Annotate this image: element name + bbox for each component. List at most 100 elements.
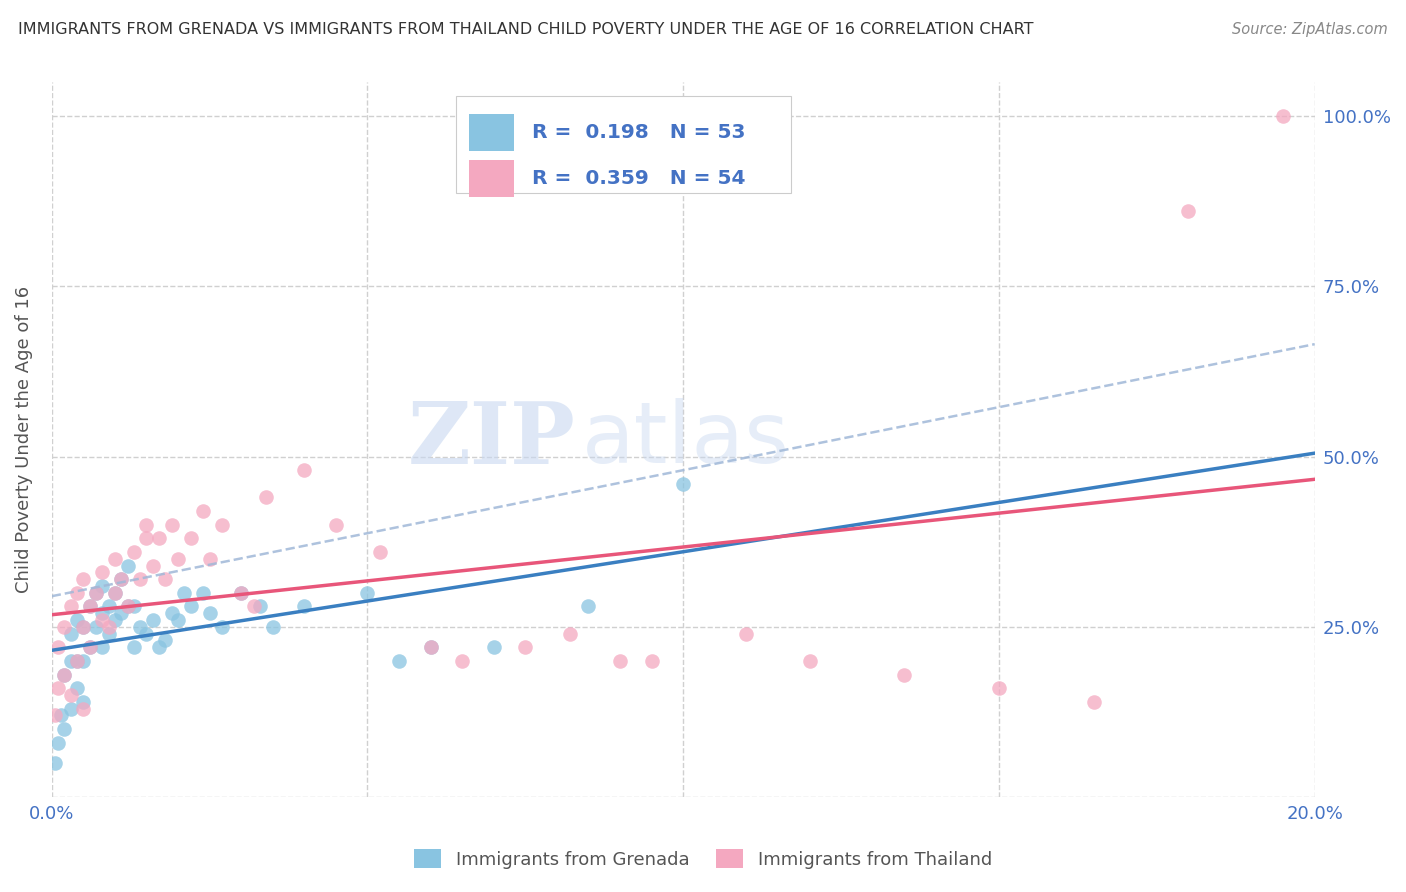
Point — [53, 620, 76, 634]
Point — [59, 688, 82, 702]
Point — [211, 517, 233, 532]
Point — [180, 531, 202, 545]
Point — [193, 586, 215, 600]
Point — [155, 633, 177, 648]
Point — [84, 620, 107, 634]
Point — [160, 517, 183, 532]
Point — [135, 517, 157, 532]
Point — [97, 626, 120, 640]
Point — [142, 558, 165, 573]
Point — [59, 654, 82, 668]
Point — [66, 613, 89, 627]
Point — [356, 586, 378, 600]
Point — [135, 531, 157, 545]
Point — [72, 572, 94, 586]
Point — [578, 599, 600, 614]
Point — [122, 599, 145, 614]
FancyBboxPatch shape — [468, 114, 515, 152]
Point — [72, 620, 94, 634]
Point — [53, 667, 76, 681]
Point — [893, 667, 915, 681]
Point — [167, 613, 190, 627]
Point — [180, 599, 202, 614]
Point — [388, 654, 411, 668]
Point — [672, 476, 695, 491]
Point — [419, 640, 441, 655]
Point — [292, 599, 315, 614]
Text: atlas: atlas — [582, 398, 790, 481]
Point — [1177, 204, 1199, 219]
Point — [66, 654, 89, 668]
Point — [451, 654, 474, 668]
Point — [59, 599, 82, 614]
Point — [91, 640, 114, 655]
Point — [66, 654, 89, 668]
Point — [72, 620, 94, 634]
Point — [325, 517, 347, 532]
Point — [66, 681, 89, 695]
Point — [122, 640, 145, 655]
Point — [79, 640, 101, 655]
Y-axis label: Child Poverty Under the Age of 16: Child Poverty Under the Age of 16 — [15, 286, 32, 593]
Point — [110, 572, 132, 586]
Point — [117, 558, 139, 573]
Point — [104, 613, 127, 627]
Point — [173, 586, 195, 600]
Point — [91, 579, 114, 593]
Point — [515, 640, 537, 655]
Point — [104, 586, 127, 600]
Point — [735, 626, 758, 640]
Point — [46, 681, 69, 695]
Point — [53, 667, 76, 681]
Point — [117, 599, 139, 614]
Point — [1272, 109, 1295, 123]
Point — [148, 531, 170, 545]
Point — [53, 722, 76, 736]
Point — [193, 504, 215, 518]
Point — [66, 586, 89, 600]
Point — [135, 626, 157, 640]
Point — [104, 586, 127, 600]
Point — [482, 640, 505, 655]
Point — [148, 640, 170, 655]
Point — [640, 654, 662, 668]
Point — [987, 681, 1010, 695]
Point — [59, 701, 82, 715]
Point — [558, 626, 581, 640]
Point — [59, 626, 82, 640]
Point — [51, 708, 73, 723]
Point — [211, 620, 233, 634]
Point — [117, 599, 139, 614]
Point — [198, 551, 221, 566]
Point — [249, 599, 271, 614]
Point — [799, 654, 821, 668]
Text: ZIP: ZIP — [408, 398, 576, 482]
Point — [231, 586, 253, 600]
Point — [198, 606, 221, 620]
Point — [256, 491, 278, 505]
Point — [104, 551, 127, 566]
Point — [97, 620, 120, 634]
Point — [231, 586, 253, 600]
Point — [167, 551, 190, 566]
Point — [79, 599, 101, 614]
Point — [84, 586, 107, 600]
Point — [110, 606, 132, 620]
Point — [97, 599, 120, 614]
Point — [292, 463, 315, 477]
Point — [72, 654, 94, 668]
Point — [1083, 695, 1105, 709]
Point — [84, 586, 107, 600]
Point — [419, 640, 441, 655]
Point — [609, 654, 631, 668]
FancyBboxPatch shape — [468, 160, 515, 197]
Point — [91, 606, 114, 620]
Point — [91, 613, 114, 627]
Point — [91, 566, 114, 580]
Point — [72, 695, 94, 709]
Text: IMMIGRANTS FROM GRENADA VS IMMIGRANTS FROM THAILAND CHILD POVERTY UNDER THE AGE : IMMIGRANTS FROM GRENADA VS IMMIGRANTS FR… — [18, 22, 1033, 37]
Point — [72, 701, 94, 715]
Point — [368, 545, 391, 559]
Point — [129, 572, 152, 586]
Point — [110, 572, 132, 586]
